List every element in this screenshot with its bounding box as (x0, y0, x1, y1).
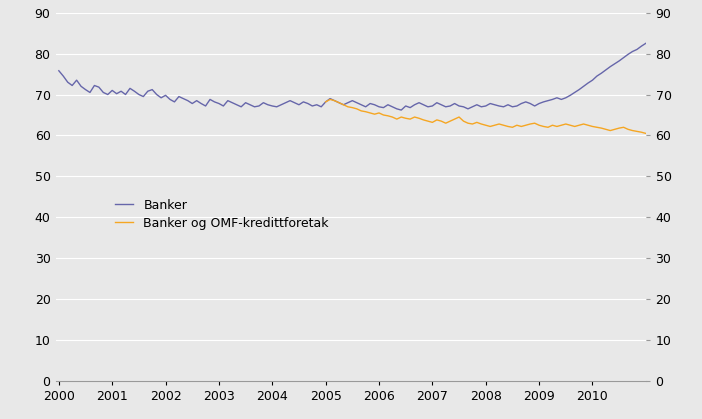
Line: Banker: Banker (59, 25, 702, 110)
Banker (402, 103, 410, 109)
Banker (508, 104, 517, 109)
Banker og OMF-kredittforetak (397, 114, 406, 119)
Banker (299, 99, 307, 104)
Banker (397, 108, 406, 113)
Line: Banker og OMF-kredittforetak: Banker og OMF-kredittforetak (326, 99, 702, 149)
Legend: Banker, Banker og OMF-kredittforetak: Banker, Banker og OMF-kredittforetak (110, 194, 334, 235)
Banker (55, 68, 63, 73)
Banker (677, 22, 686, 27)
Banker (464, 106, 472, 111)
Banker og OMF-kredittforetak (557, 123, 566, 128)
Banker og OMF-kredittforetak (322, 99, 330, 104)
Banker og OMF-kredittforetak (326, 97, 334, 102)
Banker (277, 102, 286, 107)
Banker (112, 91, 121, 96)
